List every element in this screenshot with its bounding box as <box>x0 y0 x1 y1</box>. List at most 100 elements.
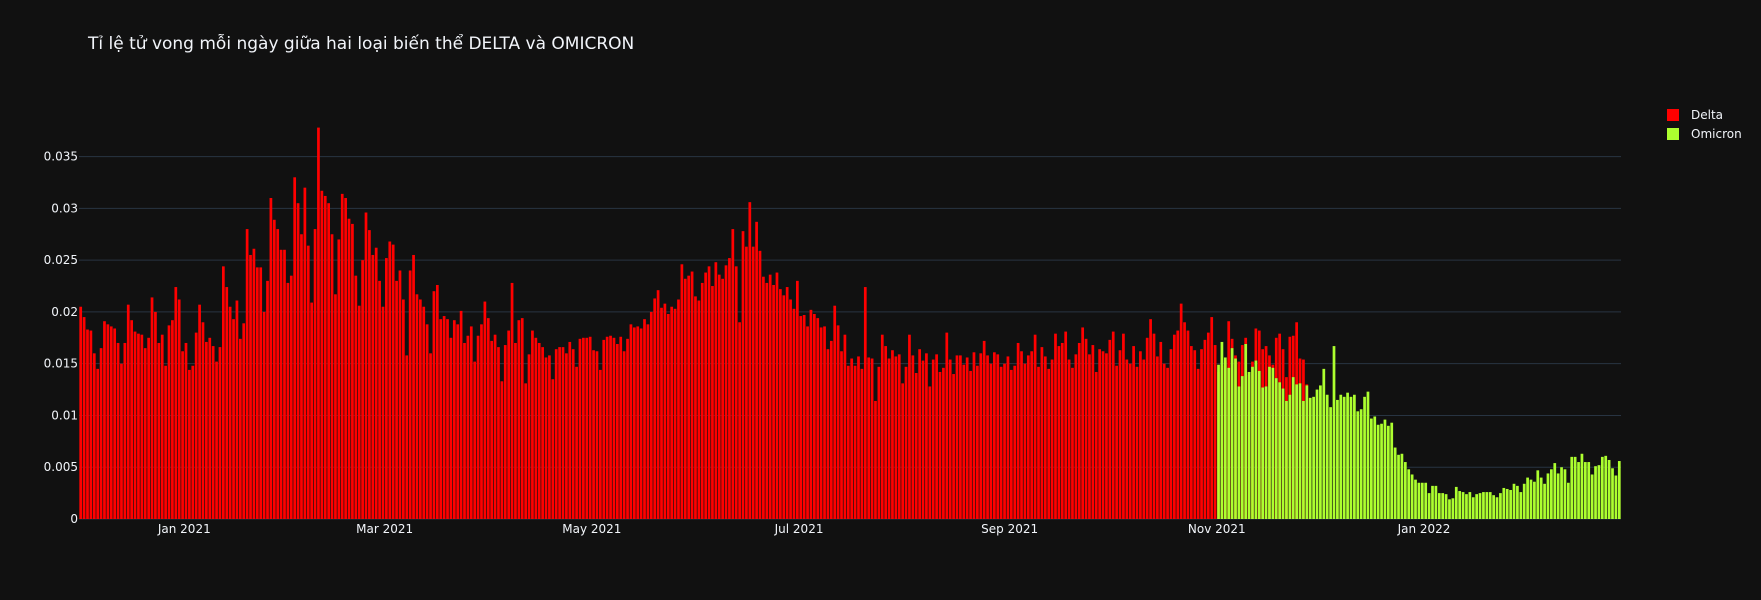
omicron-bar[interactable] <box>1611 468 1614 519</box>
delta-bar[interactable] <box>1071 367 1074 519</box>
omicron-bar[interactable] <box>1420 482 1424 519</box>
omicron-bar[interactable] <box>1353 394 1356 519</box>
delta-bar[interactable] <box>381 306 385 519</box>
omicron-bar[interactable] <box>1322 368 1326 519</box>
delta-bar[interactable] <box>877 366 881 519</box>
omicron-bar[interactable] <box>1380 423 1383 519</box>
delta-bar[interactable] <box>147 337 150 519</box>
delta-bar[interactable] <box>1189 346 1193 519</box>
delta-bar[interactable] <box>884 346 888 519</box>
delta-bar[interactable] <box>103 321 106 519</box>
delta-bar[interactable] <box>853 365 857 519</box>
delta-bar[interactable] <box>649 311 653 519</box>
delta-bar[interactable] <box>1050 359 1054 519</box>
delta-bar[interactable] <box>1094 371 1098 519</box>
delta-bar[interactable] <box>1200 349 1203 519</box>
omicron-bar[interactable] <box>1536 470 1540 519</box>
delta-bar[interactable] <box>374 247 378 519</box>
delta-bar[interactable] <box>931 359 935 519</box>
delta-bar[interactable] <box>435 284 439 519</box>
omicron-bar[interactable] <box>1295 384 1298 519</box>
delta-bar[interactable] <box>908 334 911 519</box>
delta-bar[interactable] <box>639 328 643 519</box>
delta-bar[interactable] <box>133 331 137 519</box>
omicron-bar[interactable] <box>1298 383 1302 519</box>
delta-bar[interactable] <box>245 229 249 519</box>
omicron-bar[interactable] <box>1614 475 1618 519</box>
delta-bar[interactable] <box>690 271 694 519</box>
omicron-bar[interactable] <box>1359 409 1363 519</box>
delta-bar[interactable] <box>605 336 609 519</box>
delta-bar[interactable] <box>843 334 847 519</box>
delta-bar[interactable] <box>880 334 884 519</box>
delta-bar[interactable] <box>796 280 799 519</box>
delta-bar[interactable] <box>918 349 921 519</box>
delta-bar[interactable] <box>446 319 449 519</box>
omicron-bar[interactable] <box>1594 466 1597 519</box>
omicron-bar[interactable] <box>1217 364 1220 519</box>
delta-bar[interactable] <box>965 357 969 519</box>
delta-bar[interactable] <box>1142 359 1146 519</box>
omicron-bar[interactable] <box>1308 397 1312 519</box>
delta-bar[interactable] <box>476 335 480 519</box>
delta-bar[interactable] <box>1047 368 1051 519</box>
delta-bar[interactable] <box>904 366 908 519</box>
omicron-bar[interactable] <box>1268 366 1271 519</box>
delta-bar[interactable] <box>1033 334 1037 519</box>
delta-bar[interactable] <box>571 349 575 519</box>
delta-bar[interactable] <box>412 254 415 519</box>
omicron-bar[interactable] <box>1227 367 1231 519</box>
delta-bar[interactable] <box>238 338 242 519</box>
omicron-bar[interactable] <box>1376 424 1380 519</box>
delta-bar[interactable] <box>188 369 191 519</box>
delta-bar[interactable] <box>1179 303 1183 519</box>
delta-bar[interactable] <box>1067 359 1071 519</box>
delta-bar[interactable] <box>632 327 636 519</box>
delta-bar[interactable] <box>1152 333 1156 519</box>
omicron-bar[interactable] <box>1393 447 1397 519</box>
omicron-bar[interactable] <box>1271 367 1275 519</box>
delta-bar[interactable] <box>558 347 561 519</box>
omicron-bar[interactable] <box>1512 483 1516 519</box>
delta-bar[interactable] <box>126 304 130 519</box>
omicron-bar[interactable] <box>1454 486 1458 519</box>
delta-bar[interactable] <box>663 303 667 519</box>
delta-bar[interactable] <box>1026 355 1030 519</box>
delta-bar[interactable] <box>463 342 466 519</box>
delta-bar[interactable] <box>955 355 959 519</box>
omicron-bar[interactable] <box>1274 378 1278 519</box>
delta-bar[interactable] <box>585 337 589 519</box>
delta-bar[interactable] <box>422 306 426 519</box>
delta-bar[interactable] <box>249 254 252 519</box>
omicron-bar[interactable] <box>1471 497 1475 519</box>
omicron-bar[interactable] <box>1482 492 1485 519</box>
delta-bar[interactable] <box>150 297 154 519</box>
delta-bar[interactable] <box>762 276 765 519</box>
delta-bar[interactable] <box>323 195 327 519</box>
delta-bar[interactable] <box>252 248 256 519</box>
delta-bar[interactable] <box>925 353 928 519</box>
legend-item-omicron[interactable]: Omicron <box>1667 124 1742 143</box>
delta-bar[interactable] <box>503 345 507 519</box>
delta-bar[interactable] <box>1037 366 1040 519</box>
delta-bar[interactable] <box>306 245 310 519</box>
omicron-bar[interactable] <box>1485 492 1489 519</box>
delta-bar[interactable] <box>1023 363 1027 519</box>
omicron-bar[interactable] <box>1278 382 1282 519</box>
delta-bar[interactable] <box>313 229 317 519</box>
omicron-bar[interactable] <box>1400 453 1404 519</box>
omicron-bar[interactable] <box>1339 394 1343 519</box>
omicron-bar[interactable] <box>1390 422 1394 519</box>
delta-bar[interactable] <box>500 381 504 519</box>
delta-bar[interactable] <box>1040 347 1044 519</box>
delta-bar[interactable] <box>768 274 772 519</box>
delta-bar[interactable] <box>293 177 297 520</box>
delta-bar[interactable] <box>459 310 463 519</box>
delta-bar[interactable] <box>755 221 758 519</box>
omicron-bar[interactable] <box>1597 465 1601 519</box>
delta-bar[interactable] <box>687 275 691 519</box>
omicron-bar[interactable] <box>1403 462 1407 519</box>
omicron-bar[interactable] <box>1427 493 1431 519</box>
delta-bar[interactable] <box>456 324 460 519</box>
delta-bar[interactable] <box>721 278 724 519</box>
